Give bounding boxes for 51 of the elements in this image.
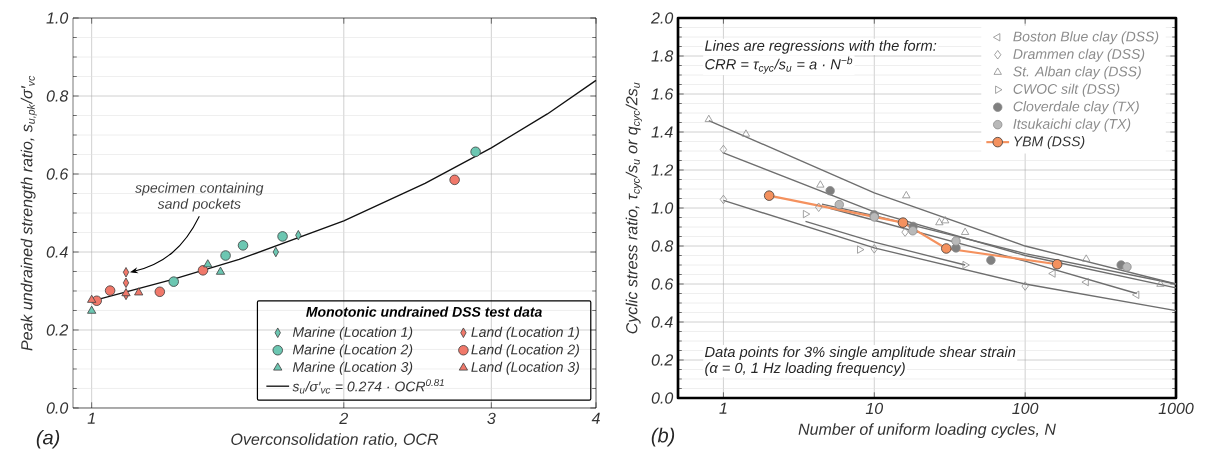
x-tick-label: 1000	[1158, 402, 1194, 415]
legend-title: Monotonic undrained DSS test data	[306, 306, 542, 317]
x-axis-title: Number of uniform loading cycles, N	[798, 423, 1056, 439]
y-tick-label: 2.0	[650, 12, 674, 24]
x-tick-label: 100	[1012, 402, 1039, 415]
y-tick-label: 0.4	[651, 316, 673, 328]
y-tick-label: 1.2	[651, 164, 674, 176]
legend-label: CWOC silt (DSS)	[1013, 83, 1120, 97]
y-axis-title: Cyclic stress ratio, τ$_{cyc}$/s$_{u}$ or q$_{cyc}$/2s$_{u}$	[625, 82, 642, 334]
x-tick-label: 10	[865, 402, 884, 415]
y-tick-label: 1.4	[651, 126, 673, 138]
text: (b)	[651, 427, 675, 447]
y-tick-label: 0.2	[651, 354, 674, 366]
legend-label: Marine (Location 1)	[292, 326, 413, 340]
y-tick-label: 0.0	[46, 402, 69, 414]
annotation: specimen containing sand pockets	[135, 182, 264, 212]
legend-label: Drammen clay (DSS)	[1013, 48, 1145, 62]
y-tick-label: 0.0	[651, 392, 674, 404]
text: (a)	[36, 429, 60, 449]
y-tick-label: 1.8	[651, 50, 674, 62]
legend-label: YBM (DSS)	[1014, 136, 1085, 150]
x-tick-label: 2	[339, 412, 349, 424]
legend-label: Itsukaichi clay (TX)	[1013, 118, 1131, 132]
legend-label: Marine (Location 3)	[292, 361, 413, 375]
annotation: (α = 0, 1 Hz loading frequency)	[705, 362, 905, 376]
legend-label: Land (Location 2)	[471, 344, 579, 358]
annotation: CRR = τ$_{cyc}$/s$_{u}$ = a · N$^{−b}$	[705, 56, 853, 74]
y-tick-label: 1.0	[46, 12, 69, 24]
legend-label: St. Alban clay (DSS)	[1013, 66, 1141, 80]
legend-label: Land (Location 3)	[471, 361, 579, 375]
legend-label: Cloverdale clay (TX)	[1013, 101, 1139, 115]
x-tick-label: 1	[719, 402, 727, 414]
x-tick-label: 3	[487, 412, 496, 425]
legend-label: s$_{u}$/σ′$_{vc}$ = 0.274 · OCR$^{0.81}$	[292, 379, 444, 394]
y-tick-label: 0.6	[651, 278, 674, 290]
annotation: Data points for 3% single amplitude shear strain	[704, 346, 1016, 360]
y-tick-label: 0.8	[651, 240, 674, 252]
legend-label: Land (Location 1)	[471, 326, 579, 340]
legend-label: Boston Blue clay (DSS)	[1013, 31, 1159, 45]
x-tick-label: 4	[591, 412, 600, 424]
x-axis-title: Overconsolidation ratio, OCR	[231, 433, 439, 447]
y-tick-label: 1.0	[651, 202, 674, 214]
y-tick-label: 0.6	[46, 168, 69, 180]
y-tick-label: 0.4	[46, 246, 68, 258]
y-axis-title: Peak undrained strength ratio, s$_{u,pk}$/σ′$_{vc}$	[20, 75, 37, 351]
legend-label: Marine (Location 2)	[292, 344, 413, 358]
y-tick-label: 1.6	[651, 88, 674, 100]
y-tick-label: 0.2	[46, 324, 69, 336]
x-tick-label: 1	[87, 412, 95, 424]
annotation: Lines are regressions with the form:	[704, 40, 937, 54]
y-tick-label: 0.8	[46, 90, 69, 102]
